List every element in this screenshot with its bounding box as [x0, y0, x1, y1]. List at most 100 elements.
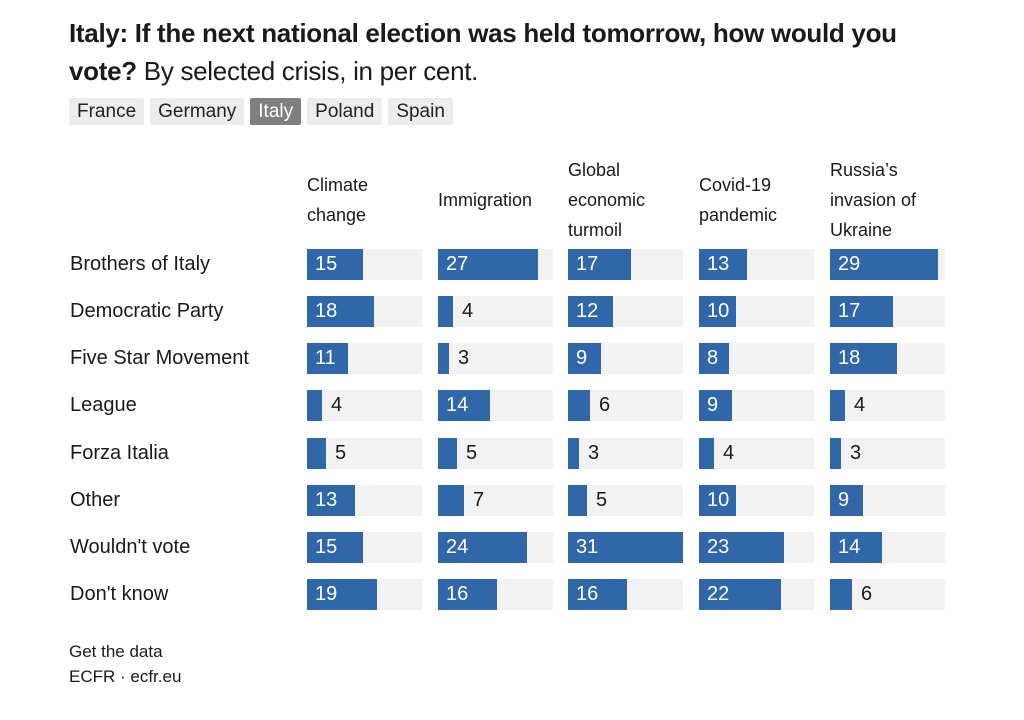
data-label: 24	[446, 536, 469, 558]
data-label: 11	[315, 347, 336, 369]
data-bar	[307, 438, 326, 469]
cell-background	[830, 390, 945, 421]
row-label: Democratic Party	[70, 300, 224, 322]
cell-background	[438, 343, 553, 374]
data-label: 13	[315, 489, 338, 511]
data-bar	[830, 296, 893, 327]
data-bar	[307, 532, 363, 563]
data-label: 4	[854, 394, 866, 416]
data-bar	[699, 532, 784, 563]
data-label: 8	[707, 347, 719, 369]
data-label: 17	[576, 253, 599, 275]
cell-background	[438, 438, 553, 469]
row-label: Don't know	[70, 583, 169, 605]
data-bar	[830, 249, 938, 280]
cell-background	[307, 390, 422, 421]
data-bar	[699, 343, 729, 374]
data-label: 5	[335, 442, 347, 464]
tab-spain[interactable]: Spain	[388, 98, 453, 125]
data-bar	[830, 532, 882, 563]
data-label: 15	[315, 253, 338, 275]
data-bar	[699, 579, 781, 610]
data-bar	[568, 343, 601, 374]
data-bar	[438, 579, 497, 610]
row-label: Five Star Movement	[70, 347, 249, 369]
data-bar	[307, 249, 363, 280]
data-bar	[438, 343, 449, 374]
data-bar	[568, 438, 579, 469]
data-label: 29	[838, 253, 861, 275]
data-bar	[699, 390, 732, 421]
data-label: 22	[707, 583, 730, 605]
data-label: 15	[315, 536, 338, 558]
data-bar	[307, 343, 348, 374]
country-tabs: France Germany Italy Poland Spain	[69, 98, 453, 125]
column-header-label: Global economic turmoil	[568, 160, 646, 240]
data-bar	[307, 296, 374, 327]
tab-france[interactable]: France	[69, 98, 145, 125]
column-header: Global economic turmoil	[568, 158, 693, 242]
data-label: 27	[446, 253, 469, 275]
data-bar	[699, 438, 714, 469]
data-label: 18	[315, 300, 338, 322]
data-bar	[568, 532, 683, 563]
data-label: 14	[838, 536, 861, 558]
data-bar	[830, 485, 863, 516]
data-label: 18	[838, 347, 861, 369]
data-bar	[307, 390, 322, 421]
data-label: 23	[707, 536, 730, 558]
column-header-label: Covid-19 pandemic	[699, 175, 778, 225]
data-bar	[830, 390, 845, 421]
data-label: 9	[707, 394, 719, 416]
tab-germany[interactable]: Germany	[150, 98, 245, 125]
get-the-data-link[interactable]: Get the data	[69, 642, 163, 661]
data-bar	[307, 485, 355, 516]
data-bar	[438, 296, 453, 327]
data-label: 16	[446, 583, 469, 605]
data-bar	[699, 485, 736, 516]
column-header-label: Climate change	[307, 175, 369, 225]
data-label: 4	[723, 442, 735, 464]
data-label: 16	[576, 583, 599, 605]
tab-poland[interactable]: Poland	[307, 98, 383, 125]
column-header-label: Russia’s invasion of Ukraine	[830, 160, 917, 240]
data-bar	[438, 249, 538, 280]
data-label: 17	[838, 300, 861, 322]
row-label: Brothers of Italy	[70, 253, 211, 275]
tab-italy[interactable]: Italy	[250, 98, 302, 125]
data-label: 12	[576, 300, 599, 322]
chart-title: Italy: If the next national election was…	[69, 14, 969, 90]
data-bar	[568, 249, 631, 280]
data-label: 14	[446, 394, 469, 416]
cell-background	[307, 438, 422, 469]
data-bar	[830, 343, 897, 374]
data-bar	[568, 296, 613, 327]
data-label: 10	[707, 300, 730, 322]
data-label: 6	[861, 583, 873, 605]
data-bar	[438, 485, 464, 516]
chart-title-bold: Italy: If the next national election was…	[69, 18, 897, 86]
cell-background	[568, 485, 683, 516]
cell-background	[438, 296, 553, 327]
row-label: League	[70, 394, 137, 416]
data-label: 31	[576, 536, 599, 558]
data-label: 4	[462, 300, 474, 322]
data-label: 19	[315, 583, 338, 605]
row-label: Other	[70, 489, 121, 511]
data-bar	[438, 390, 490, 421]
data-label: 9	[576, 347, 588, 369]
data-label: 10	[707, 489, 730, 511]
data-bar	[568, 390, 590, 421]
data-bar	[568, 485, 587, 516]
cell-background	[568, 438, 683, 469]
data-label: 3	[588, 442, 600, 464]
row-label: Wouldn't vote	[70, 536, 191, 558]
data-label: 6	[599, 394, 611, 416]
column-header-label: Immigration	[438, 190, 533, 210]
data-bar	[830, 579, 852, 610]
cell-background	[699, 438, 814, 469]
data-bar	[699, 296, 736, 327]
row-label: Forza Italia	[70, 442, 169, 464]
data-bar	[699, 249, 747, 280]
source-credit: ECFR · ecfr.eu	[69, 667, 182, 686]
